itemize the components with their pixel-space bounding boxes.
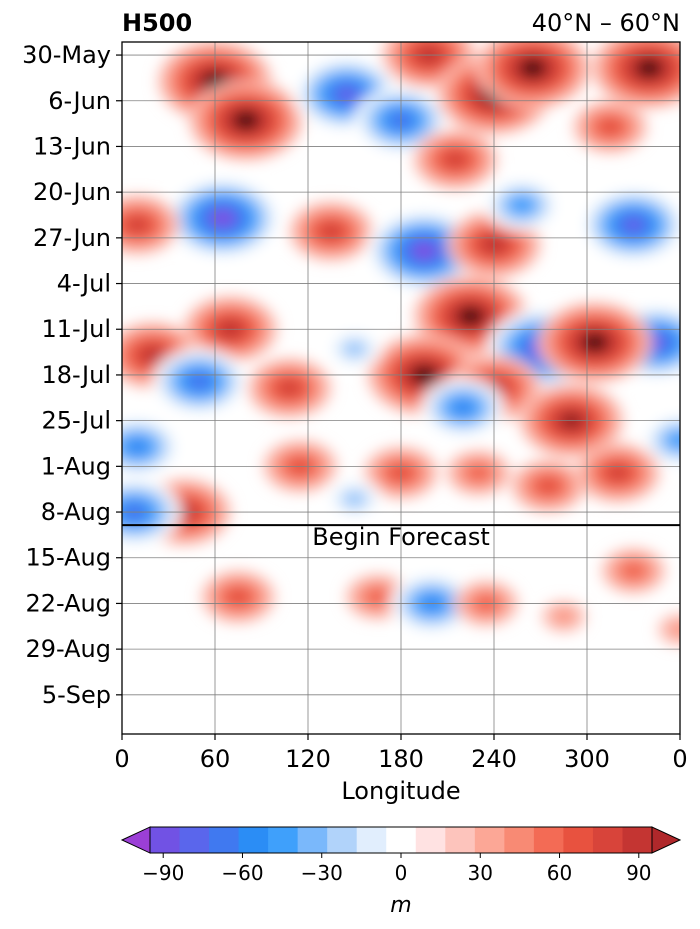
chart-title-right: 40°N – 60°N [532, 9, 680, 37]
field-contour [347, 343, 362, 354]
y-tick-label: 27-Jun [33, 224, 111, 252]
field-contour [526, 64, 539, 73]
x-tick-label: 0 [672, 745, 687, 773]
y-tick-label: 4-Jul [57, 270, 111, 298]
y-tick-label: 8-Aug [41, 498, 111, 526]
colorbar-segment [238, 827, 269, 853]
grid-lines [121, 42, 681, 734]
field-contour [325, 226, 338, 236]
begin-forecast-label: Begin Forecast [312, 523, 490, 551]
colorbar-segment [533, 827, 564, 853]
colorbar-segment [356, 827, 387, 853]
colorbar-tick-label: 60 [547, 861, 572, 885]
chart-title-left: H500 [122, 9, 192, 37]
x-tick-label: 120 [285, 745, 331, 773]
colorbar-segment [327, 827, 358, 853]
colorbar-segment [474, 827, 505, 853]
x-axis: 0 60 120 180 240 300 0 [114, 734, 688, 773]
field-contour [456, 403, 470, 412]
plot-area [122, 42, 680, 734]
y-tick-label: 18-Jul [42, 361, 112, 389]
colorbar-segment [445, 827, 476, 853]
colorbar: −90 −60 −30 0 30 60 90 [120, 826, 682, 885]
colorbar-segment [268, 827, 299, 853]
colorbar-tick-label: 0 [395, 861, 408, 885]
field-contour [556, 610, 572, 622]
field-contour [464, 312, 477, 321]
colorbar-tick-label: −90 [142, 861, 184, 885]
y-tick-label: 20-Jun [33, 178, 111, 206]
y-tick-label: 11-Jul [42, 315, 112, 343]
colorbar-label: m [390, 893, 411, 918]
x-tick-label: 60 [200, 745, 231, 773]
field-contour [588, 338, 601, 347]
y-tick-label: 29-Aug [25, 635, 111, 663]
field-contour [340, 90, 353, 99]
y-axis: 30-May 6-Jun 13-Jun 20-Jun 27-Jun 4-Jul 11-Jul… [22, 41, 122, 709]
field-contour [147, 351, 159, 360]
y-tick-label: 5-Sep [42, 681, 111, 709]
field-contour [131, 442, 144, 452]
field-contour [216, 214, 229, 223]
field-contour [231, 592, 245, 602]
colorbar-segment [415, 827, 446, 853]
y-tick-label: 13-Jun [33, 132, 111, 160]
x-tick-label: 240 [471, 745, 517, 773]
colorbar-segment [386, 827, 417, 853]
field-contour [471, 468, 486, 478]
field-layer [122, 42, 680, 647]
y-tick-label: 25-Jul [42, 407, 112, 435]
colorbar-segment [297, 827, 328, 853]
field-contour [627, 220, 640, 229]
y-tick-label: 22-Aug [25, 589, 111, 617]
colorbar-tick-label: −60 [221, 861, 263, 885]
colorbar-segment [563, 827, 594, 853]
field-contour [515, 200, 529, 210]
field-contour [347, 493, 362, 504]
field-contour [650, 338, 663, 347]
field-contour [667, 431, 680, 450]
field-contour [603, 122, 617, 132]
colorbar-segment [209, 827, 240, 853]
colorbar-extend-high [651, 826, 682, 854]
x-tick-label: 300 [564, 745, 610, 773]
colorbar-tick-label: 30 [468, 861, 493, 885]
field-contour [371, 592, 385, 602]
field-contour [449, 155, 462, 164]
colorbar-segment [622, 827, 653, 853]
x-axis-label: Longitude [341, 777, 460, 805]
field-contour [611, 468, 625, 478]
colorbar-segment [504, 827, 535, 853]
colorbar-segment [592, 827, 623, 853]
y-tick-label: 6-Jun [48, 87, 111, 115]
colorbar-segment [150, 827, 181, 853]
x-tick-label: 180 [378, 745, 424, 773]
y-tick-label: 30-May [22, 41, 111, 69]
field-contour [626, 566, 641, 576]
x-tick-label: 0 [114, 745, 129, 773]
field-contour [672, 624, 680, 636]
field-contour [418, 246, 431, 256]
field-contour [643, 64, 655, 73]
y-tick-label: 15-Aug [25, 544, 111, 572]
field-contour [131, 220, 144, 230]
colorbar-tick-label: −30 [301, 861, 343, 885]
y-tick-label: 1-Aug [41, 452, 111, 480]
field-contour [283, 383, 296, 393]
field-contour [240, 116, 252, 125]
colorbar-segment [179, 827, 210, 853]
field-contour [541, 481, 555, 491]
field-contour [673, 435, 680, 445]
colorbar-tick-label: 90 [626, 861, 651, 885]
field-contour [193, 377, 206, 386]
colorbar-extend-low [120, 826, 151, 854]
